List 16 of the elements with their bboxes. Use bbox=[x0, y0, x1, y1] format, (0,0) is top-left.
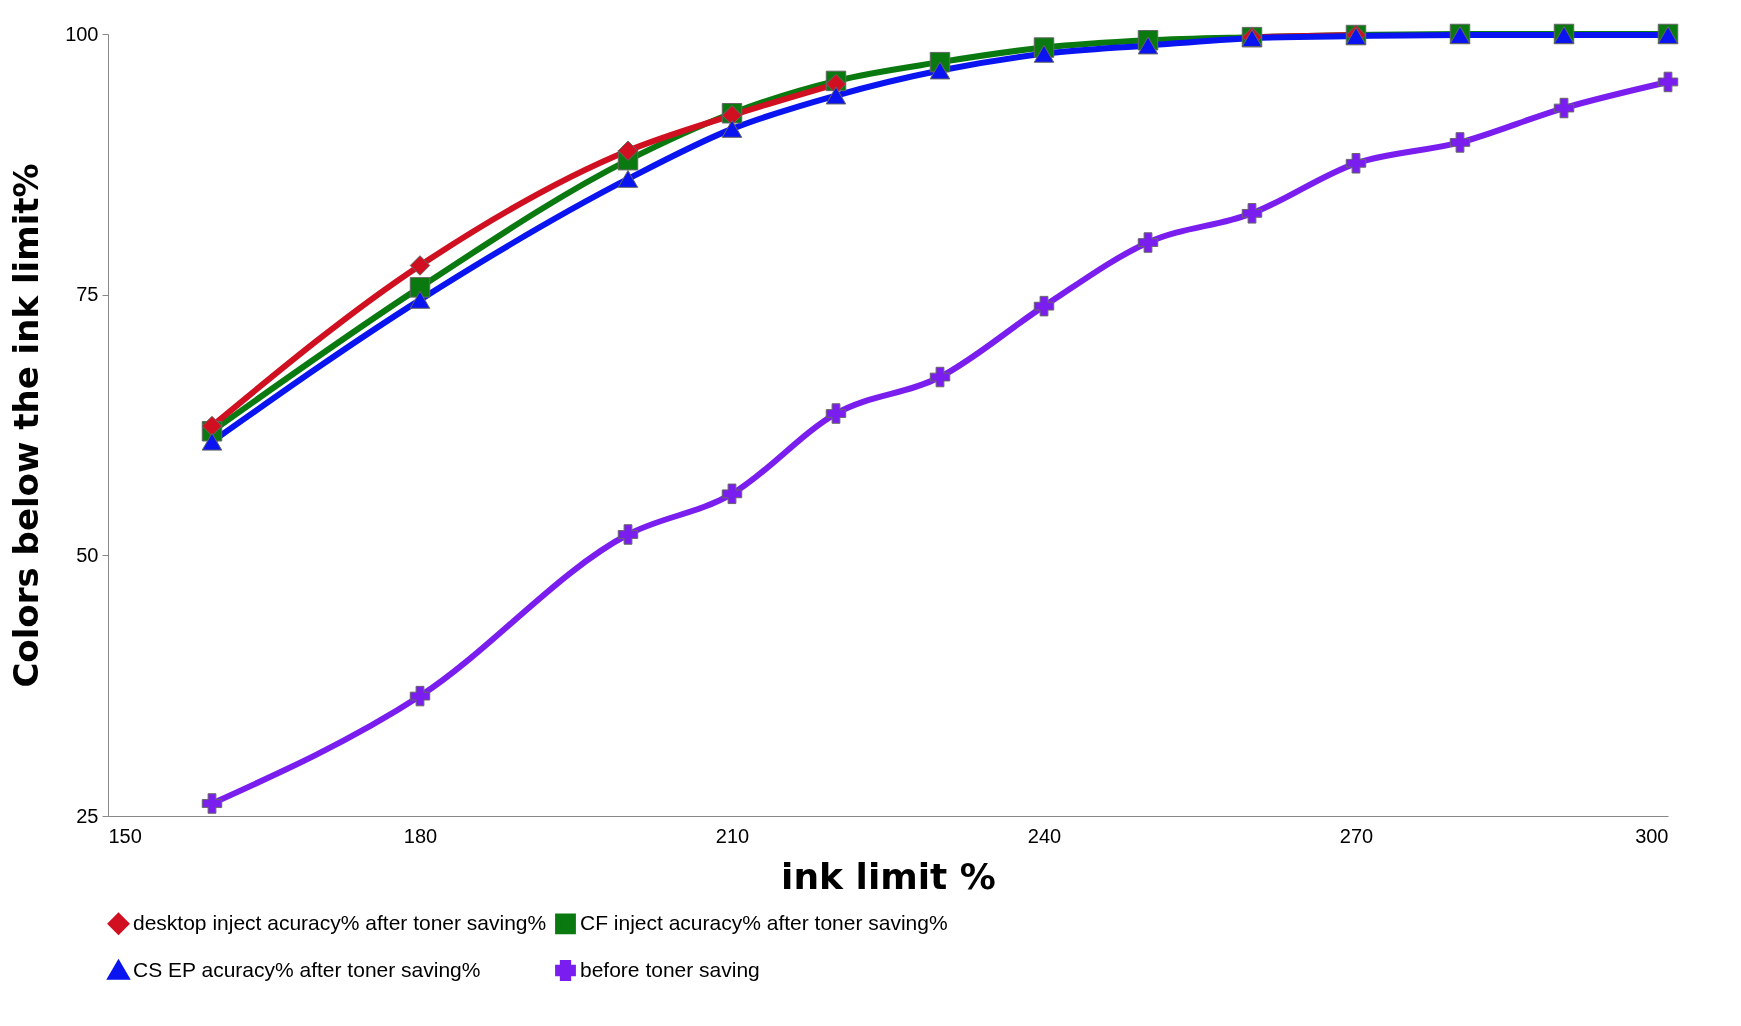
x-tick-label: 300 bbox=[1635, 824, 1669, 847]
y-tick-label: 25 bbox=[76, 804, 99, 827]
legend-label: CS EP acuracy% after toner saving% bbox=[133, 957, 481, 981]
x-axis-title: ink limit % bbox=[781, 855, 996, 897]
legend-label: before toner saving bbox=[580, 957, 760, 981]
y-axis-title: Colors below the ink limit% bbox=[6, 163, 47, 688]
x-tick-label: 180 bbox=[403, 824, 438, 847]
x-tick-label: 270 bbox=[1339, 824, 1374, 847]
x-tick-label: 210 bbox=[715, 824, 750, 847]
y-tick-label: 50 bbox=[76, 543, 99, 566]
legend-label: desktop inject acuracy% after toner saving% bbox=[133, 910, 547, 934]
y-tick-label: 75 bbox=[76, 283, 99, 306]
x-tick-label: 240 bbox=[1027, 824, 1062, 847]
x-tick-label: 150 bbox=[108, 824, 142, 847]
legend-label: CF inject acuracy% after toner saving% bbox=[580, 910, 948, 934]
y-tick-label: 100 bbox=[65, 22, 99, 45]
